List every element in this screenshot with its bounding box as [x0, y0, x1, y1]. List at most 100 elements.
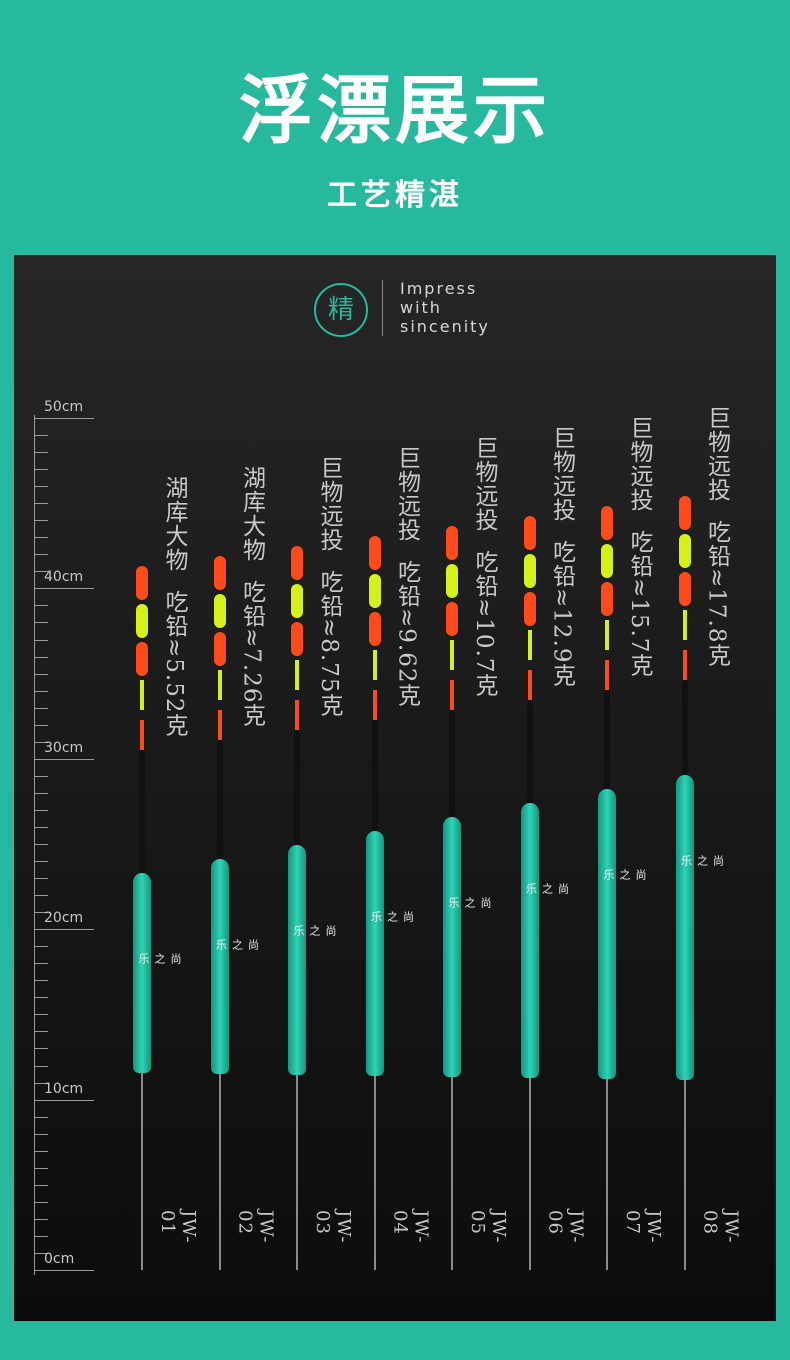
length-ruler: 50cm 40cm 30cm 20cm 10cm 0cm — [14, 255, 114, 1321]
float-stem — [604, 690, 610, 789]
float-body — [210, 859, 229, 1074]
float-tail — [296, 1075, 298, 1270]
float-tip-stick-orange — [450, 680, 454, 710]
float-tip-bead — [136, 566, 148, 600]
float-body — [443, 817, 461, 1077]
float-brand: 尚之乐 — [214, 939, 260, 950]
float-tip-bead — [678, 496, 691, 530]
ruler-tick — [34, 571, 48, 573]
float-tip-bead — [291, 622, 303, 656]
float-name: 湖库大物 — [238, 466, 265, 562]
ruler-tick — [34, 1218, 48, 1220]
float-item: 尚之乐 巨物远投吃铅≈17.8克 JW-08 — [14, 255, 742, 1270]
ruler-tick — [34, 1150, 48, 1152]
float-name: 巨物远投 — [471, 436, 497, 532]
ruler-tick — [34, 1167, 48, 1169]
ruler-tick — [34, 895, 48, 897]
float-spec: 吃铅≈9.62克 — [393, 560, 420, 708]
ruler-label: 40cm — [44, 569, 84, 586]
ruler-tick — [34, 486, 48, 488]
ruler-tick — [34, 554, 48, 556]
ruler-tick — [34, 673, 48, 675]
float-stem — [449, 710, 455, 817]
float-tip-bead — [136, 642, 148, 676]
ruler-tick — [34, 1235, 48, 1237]
ruler-tick — [34, 844, 48, 845]
ruler-tick — [34, 503, 48, 505]
float-tip-bead — [678, 572, 691, 606]
float-model: JW-04 — [389, 1210, 432, 1244]
float-spec: 吃铅≈15.7克 — [626, 530, 652, 678]
float-model: JW-05 — [467, 1210, 509, 1244]
float-tail — [683, 1080, 686, 1270]
float-tip-bead — [136, 604, 148, 638]
float-stem — [371, 720, 378, 831]
float-item: 尚之乐 巨物远投吃铅≈9.62克 JW-04 — [14, 255, 432, 1270]
float-body — [288, 845, 306, 1075]
ruler-tick — [34, 435, 48, 437]
float-model: JW-06 — [544, 1210, 587, 1244]
float-tip-stick-yellow — [217, 670, 222, 700]
float-tip-stick-orange — [682, 650, 687, 680]
float-stem — [526, 700, 533, 803]
float-tail — [141, 1073, 143, 1270]
float-model: JW-07 — [622, 1210, 664, 1244]
ruler-tick — [34, 826, 48, 828]
float-label: 巨物远投吃铅≈9.62克 — [390, 446, 424, 707]
ruler-tick — [34, 1065, 48, 1067]
float-model: JW-08 — [699, 1210, 742, 1244]
float-tip-bead — [213, 556, 226, 590]
float-body — [520, 803, 539, 1078]
float-name: 湖库大物 — [161, 476, 187, 572]
float-tip-bead — [446, 526, 458, 560]
float-body — [365, 831, 384, 1076]
float-brand: 尚之乐 — [137, 953, 182, 964]
ruler-tick — [34, 792, 48, 794]
float-tip-bead — [213, 632, 226, 666]
float-label: 巨物远投吃铅≈15.7克 — [622, 416, 656, 677]
ruler-tick — [34, 878, 48, 880]
header: 浮漂展示 工艺精湛 — [0, 0, 790, 255]
float-tip-bead — [446, 602, 458, 636]
ruler-tick — [34, 588, 94, 590]
ruler-tick — [34, 1133, 48, 1135]
float-tip-stick-yellow — [295, 660, 299, 690]
float-body — [133, 873, 151, 1073]
float-name: 巨物远投 — [393, 446, 420, 542]
badge-divider — [382, 280, 383, 336]
float-item: 尚之乐 湖库大物吃铅≈5.52克 JW-01 — [14, 255, 199, 1270]
float-name: 巨物远投 — [316, 456, 342, 552]
quality-badge: 精 — [314, 283, 368, 337]
float-tail — [218, 1074, 221, 1270]
ruler-tick — [34, 690, 48, 692]
float-tip-bead — [601, 506, 613, 540]
float-tip-stick-orange — [295, 700, 299, 730]
ruler-tick — [34, 469, 48, 471]
float-tip-stick-orange — [217, 710, 222, 740]
float-tip-bead — [368, 612, 381, 646]
float-body — [598, 789, 616, 1079]
float-tip-stick-yellow — [450, 640, 454, 670]
float-tip-bead — [601, 544, 613, 578]
ruler-tick — [34, 741, 48, 743]
ruler-tick — [34, 1201, 48, 1203]
ruler-label: 30cm — [44, 739, 84, 756]
float-brand: 尚之乐 — [447, 897, 492, 908]
float-name: 巨物远投 — [703, 406, 730, 502]
float-brand: 尚之乐 — [292, 925, 337, 936]
float-tip-stick-yellow — [140, 680, 144, 710]
float-tip-stick-yellow — [527, 630, 532, 660]
float-label: 巨物远投吃铅≈10.7克 — [467, 436, 501, 697]
float-spec: 吃铅≈8.75克 — [316, 570, 342, 718]
float-stem — [139, 750, 145, 873]
float-stem — [681, 680, 688, 775]
float-tip-bead — [523, 516, 536, 550]
ruler-tick — [34, 997, 48, 999]
float-tip-bead — [368, 574, 381, 608]
slogan-line: with — [400, 298, 442, 317]
float-brand: 尚之乐 — [679, 855, 725, 866]
ruler-tick — [34, 520, 48, 522]
float-label: 巨物远投吃铅≈17.8克 — [700, 406, 734, 667]
float-tail — [528, 1078, 531, 1270]
float-item: 尚之乐 湖库大物吃铅≈7.26克 JW-02 — [14, 255, 277, 1270]
